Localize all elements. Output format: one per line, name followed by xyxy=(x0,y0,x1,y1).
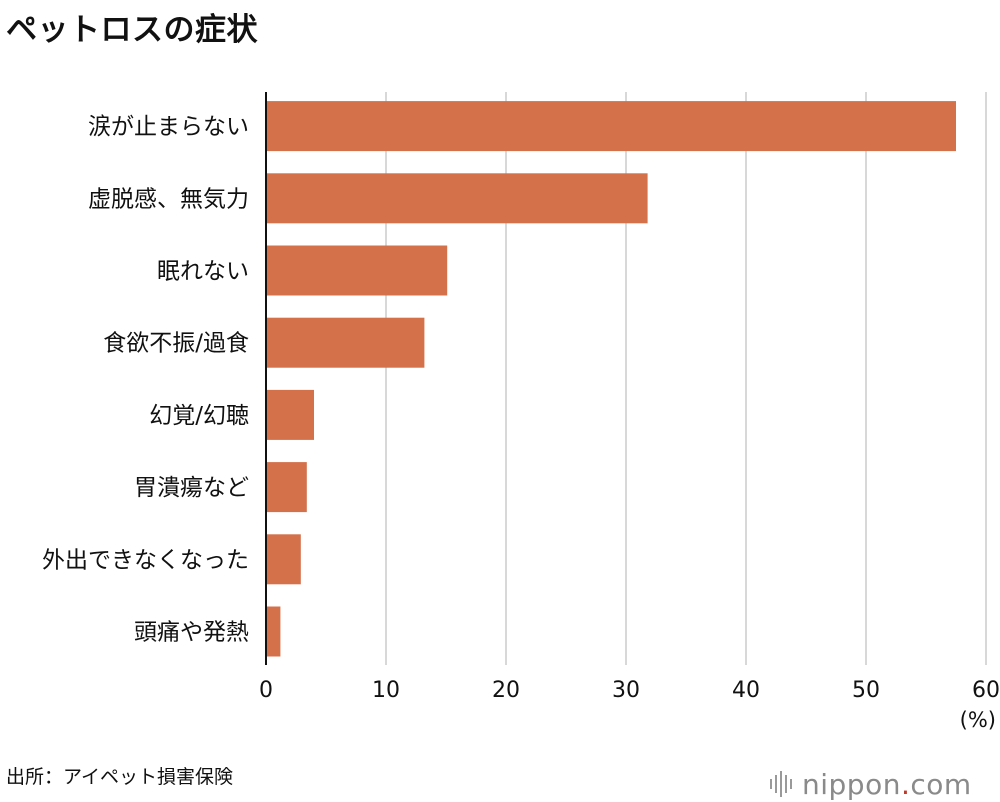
x-tick-label: 50 xyxy=(852,678,880,703)
bar xyxy=(266,173,648,224)
category-label: 外出できなくなった xyxy=(42,547,249,573)
bar xyxy=(266,389,314,440)
x-tick-label: 10 xyxy=(372,678,400,703)
logo-text: nippon.com xyxy=(802,768,972,801)
bar xyxy=(266,245,448,296)
chart-title: ペットロスの症状 xyxy=(6,12,258,48)
bar xyxy=(266,606,281,657)
category-label: 食欲不振/過食 xyxy=(103,331,249,357)
logo-dot: . xyxy=(900,767,911,801)
nippon-logo: nippon.com xyxy=(770,766,996,802)
x-tick-label: 40 xyxy=(732,678,760,703)
bar-chart: 涙が止まらない虚脱感、無気力眠れない食欲不振/過食幻覚/幻聴胃潰瘍など外出できな… xyxy=(42,92,1000,732)
bar xyxy=(266,534,301,585)
logo-name: nippon xyxy=(802,767,901,801)
category-label: 涙が止まらない xyxy=(88,114,249,140)
x-tick-label: 30 xyxy=(612,678,640,703)
source-note: 出所：アイペット損害保険 xyxy=(6,766,234,788)
x-tick-label: 0 xyxy=(259,678,273,703)
x-tick-label: 20 xyxy=(492,678,520,703)
x-unit-label: (%) xyxy=(960,708,996,732)
logo-suffix: com xyxy=(910,767,972,801)
category-label: 頭痛や発熱 xyxy=(134,620,249,646)
x-tick-label: 60 xyxy=(972,678,1000,703)
bar xyxy=(266,101,956,152)
category-label: 眠れない xyxy=(157,259,249,285)
bar xyxy=(266,462,307,513)
category-label: 幻覚/幻聴 xyxy=(149,403,249,429)
category-label: 虚脱感、無気力 xyxy=(88,186,249,212)
bar xyxy=(266,317,425,368)
logo-bars-icon xyxy=(770,771,792,797)
category-label: 胃潰瘍など xyxy=(134,475,249,501)
